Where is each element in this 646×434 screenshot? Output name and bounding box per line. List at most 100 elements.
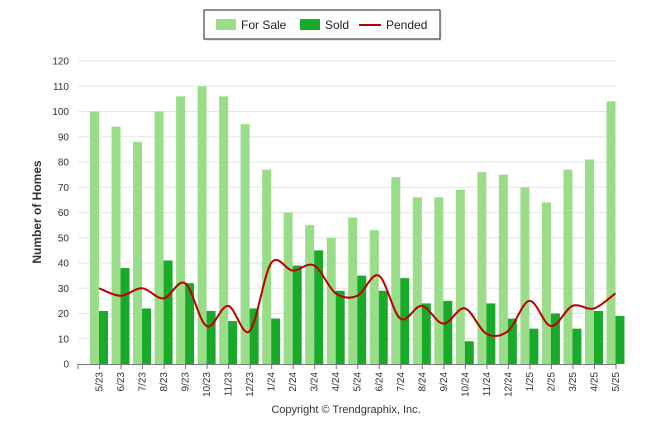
bar-sold xyxy=(185,283,195,364)
bar-for-sale xyxy=(541,202,551,364)
x-tick-label: 8/23 xyxy=(159,372,170,392)
x-tick-label: 4/24 xyxy=(331,372,342,392)
bar-sold xyxy=(443,300,453,364)
y-axis-title: Number of Homes xyxy=(30,160,44,264)
bar-for-sale xyxy=(520,187,530,364)
legend-label-pended: Pended xyxy=(386,18,427,32)
bar-for-sale xyxy=(197,86,207,364)
x-tick-label: 4/25 xyxy=(589,372,600,392)
bar-sold xyxy=(99,310,108,364)
bar-for-sale xyxy=(391,177,401,364)
y-tick-label: 60 xyxy=(58,208,70,219)
bar-sold xyxy=(464,341,474,364)
copyright-credit: Copyright © Trendgraphix, Inc. xyxy=(271,404,420,416)
bar-for-sale xyxy=(111,126,121,365)
bar-sold xyxy=(120,268,130,364)
y-tick-label: 30 xyxy=(58,284,70,295)
y-tick-label: 90 xyxy=(58,132,70,143)
x-tick-label: 5/23 xyxy=(95,372,106,392)
bar-for-sale xyxy=(584,159,594,364)
bar-sold xyxy=(357,275,367,364)
bar-sold xyxy=(421,303,431,364)
x-tick-label: 3/25 xyxy=(568,372,579,392)
bar-for-sale xyxy=(133,141,143,364)
bar-sold xyxy=(314,250,324,364)
x-tick-label: 11/23 xyxy=(224,372,235,397)
bar-sold xyxy=(572,328,582,364)
x-tick-label: 6/23 xyxy=(116,372,127,392)
bar-sold xyxy=(529,328,539,364)
x-tick-label: 6/24 xyxy=(374,372,385,392)
bar-sold xyxy=(486,303,496,364)
bars-sold xyxy=(99,250,625,364)
bar-sold xyxy=(249,308,259,364)
bar-for-sale xyxy=(262,169,272,364)
x-tick-label: 10/23 xyxy=(202,372,213,397)
y-tick-label: 20 xyxy=(58,309,70,320)
bars-for-sale xyxy=(90,86,616,365)
legend-box xyxy=(203,9,441,40)
bar-for-sale xyxy=(498,174,508,364)
x-tick-label: 9/24 xyxy=(439,372,450,392)
bar-for-sale xyxy=(305,225,315,364)
bar-sold xyxy=(292,265,302,364)
bar-sold xyxy=(271,318,281,364)
x-tick-label: 3/24 xyxy=(310,372,321,392)
x-tick-label: 10/24 xyxy=(460,372,471,397)
bar-for-sale xyxy=(90,111,99,364)
bar-sold xyxy=(615,316,625,364)
bar-for-sale xyxy=(326,237,336,364)
bar-for-sale xyxy=(219,96,229,364)
legend-swatch-sold xyxy=(300,19,320,30)
legend-label-sold: Sold xyxy=(325,18,349,32)
x-tick-label: 2/25 xyxy=(546,372,557,392)
legend: For Sale Sold Pended xyxy=(203,9,442,41)
bar-for-sale xyxy=(176,96,186,364)
bar-sold xyxy=(335,290,345,364)
y-tick-label: 40 xyxy=(58,259,70,270)
bar-for-sale xyxy=(154,111,164,364)
x-tick-label: 12/23 xyxy=(245,372,256,397)
y-axis-ticks: 0 10 20 30 40 50 60 70 80 90 100 110 120 xyxy=(52,57,69,371)
x-tick-label: 7/23 xyxy=(138,372,149,392)
x-tick-label: 11/24 xyxy=(482,372,493,397)
y-tick-label: 80 xyxy=(58,158,70,169)
bar-for-sale xyxy=(240,124,250,364)
y-tick-label: 110 xyxy=(53,82,69,93)
pended-line xyxy=(98,258,617,338)
bar-for-sale xyxy=(434,197,444,364)
x-tick-label: 9/23 xyxy=(181,372,192,392)
x-tick-label: 2/24 xyxy=(288,372,299,392)
y-tick-label: 70 xyxy=(58,183,70,194)
x-tick-label: 7/24 xyxy=(396,372,407,392)
x-tick-label: 5/25 xyxy=(611,372,622,392)
bar-sold xyxy=(378,290,388,364)
legend-label-for-sale: For Sale xyxy=(241,18,287,32)
bar-sold xyxy=(142,308,152,364)
y-tick-label: 50 xyxy=(58,233,70,244)
y-tick-label: 100 xyxy=(52,107,69,118)
bar-sold xyxy=(400,278,410,364)
bar-sold xyxy=(593,310,603,364)
bar-for-sale xyxy=(412,197,422,364)
y-tick-label: 0 xyxy=(63,360,69,371)
x-tick-label: 1/24 xyxy=(267,372,278,392)
bar-for-sale xyxy=(606,101,616,365)
bar-for-sale xyxy=(348,217,358,364)
y-tick-label: 120 xyxy=(52,57,69,68)
x-tick-label: 12/24 xyxy=(503,372,514,397)
bar-for-sale xyxy=(563,169,573,364)
x-tick-label: 8/24 xyxy=(417,372,428,392)
bar-for-sale xyxy=(283,212,293,364)
bar-sold xyxy=(206,310,216,364)
x-tick-label: 5/24 xyxy=(353,372,364,392)
bar-for-sale xyxy=(455,189,465,364)
bar-for-sale xyxy=(369,230,379,364)
bar-sold xyxy=(550,313,560,364)
bar-sold xyxy=(228,321,238,364)
bar-sold xyxy=(507,318,517,364)
x-axis-ticks: 5/23 6/23 7/23 8/23 9/23 10/23 11/23 12/23 1/24 2… xyxy=(77,364,622,397)
legend-swatch-for-sale xyxy=(216,19,236,30)
bar-sold xyxy=(163,260,173,364)
